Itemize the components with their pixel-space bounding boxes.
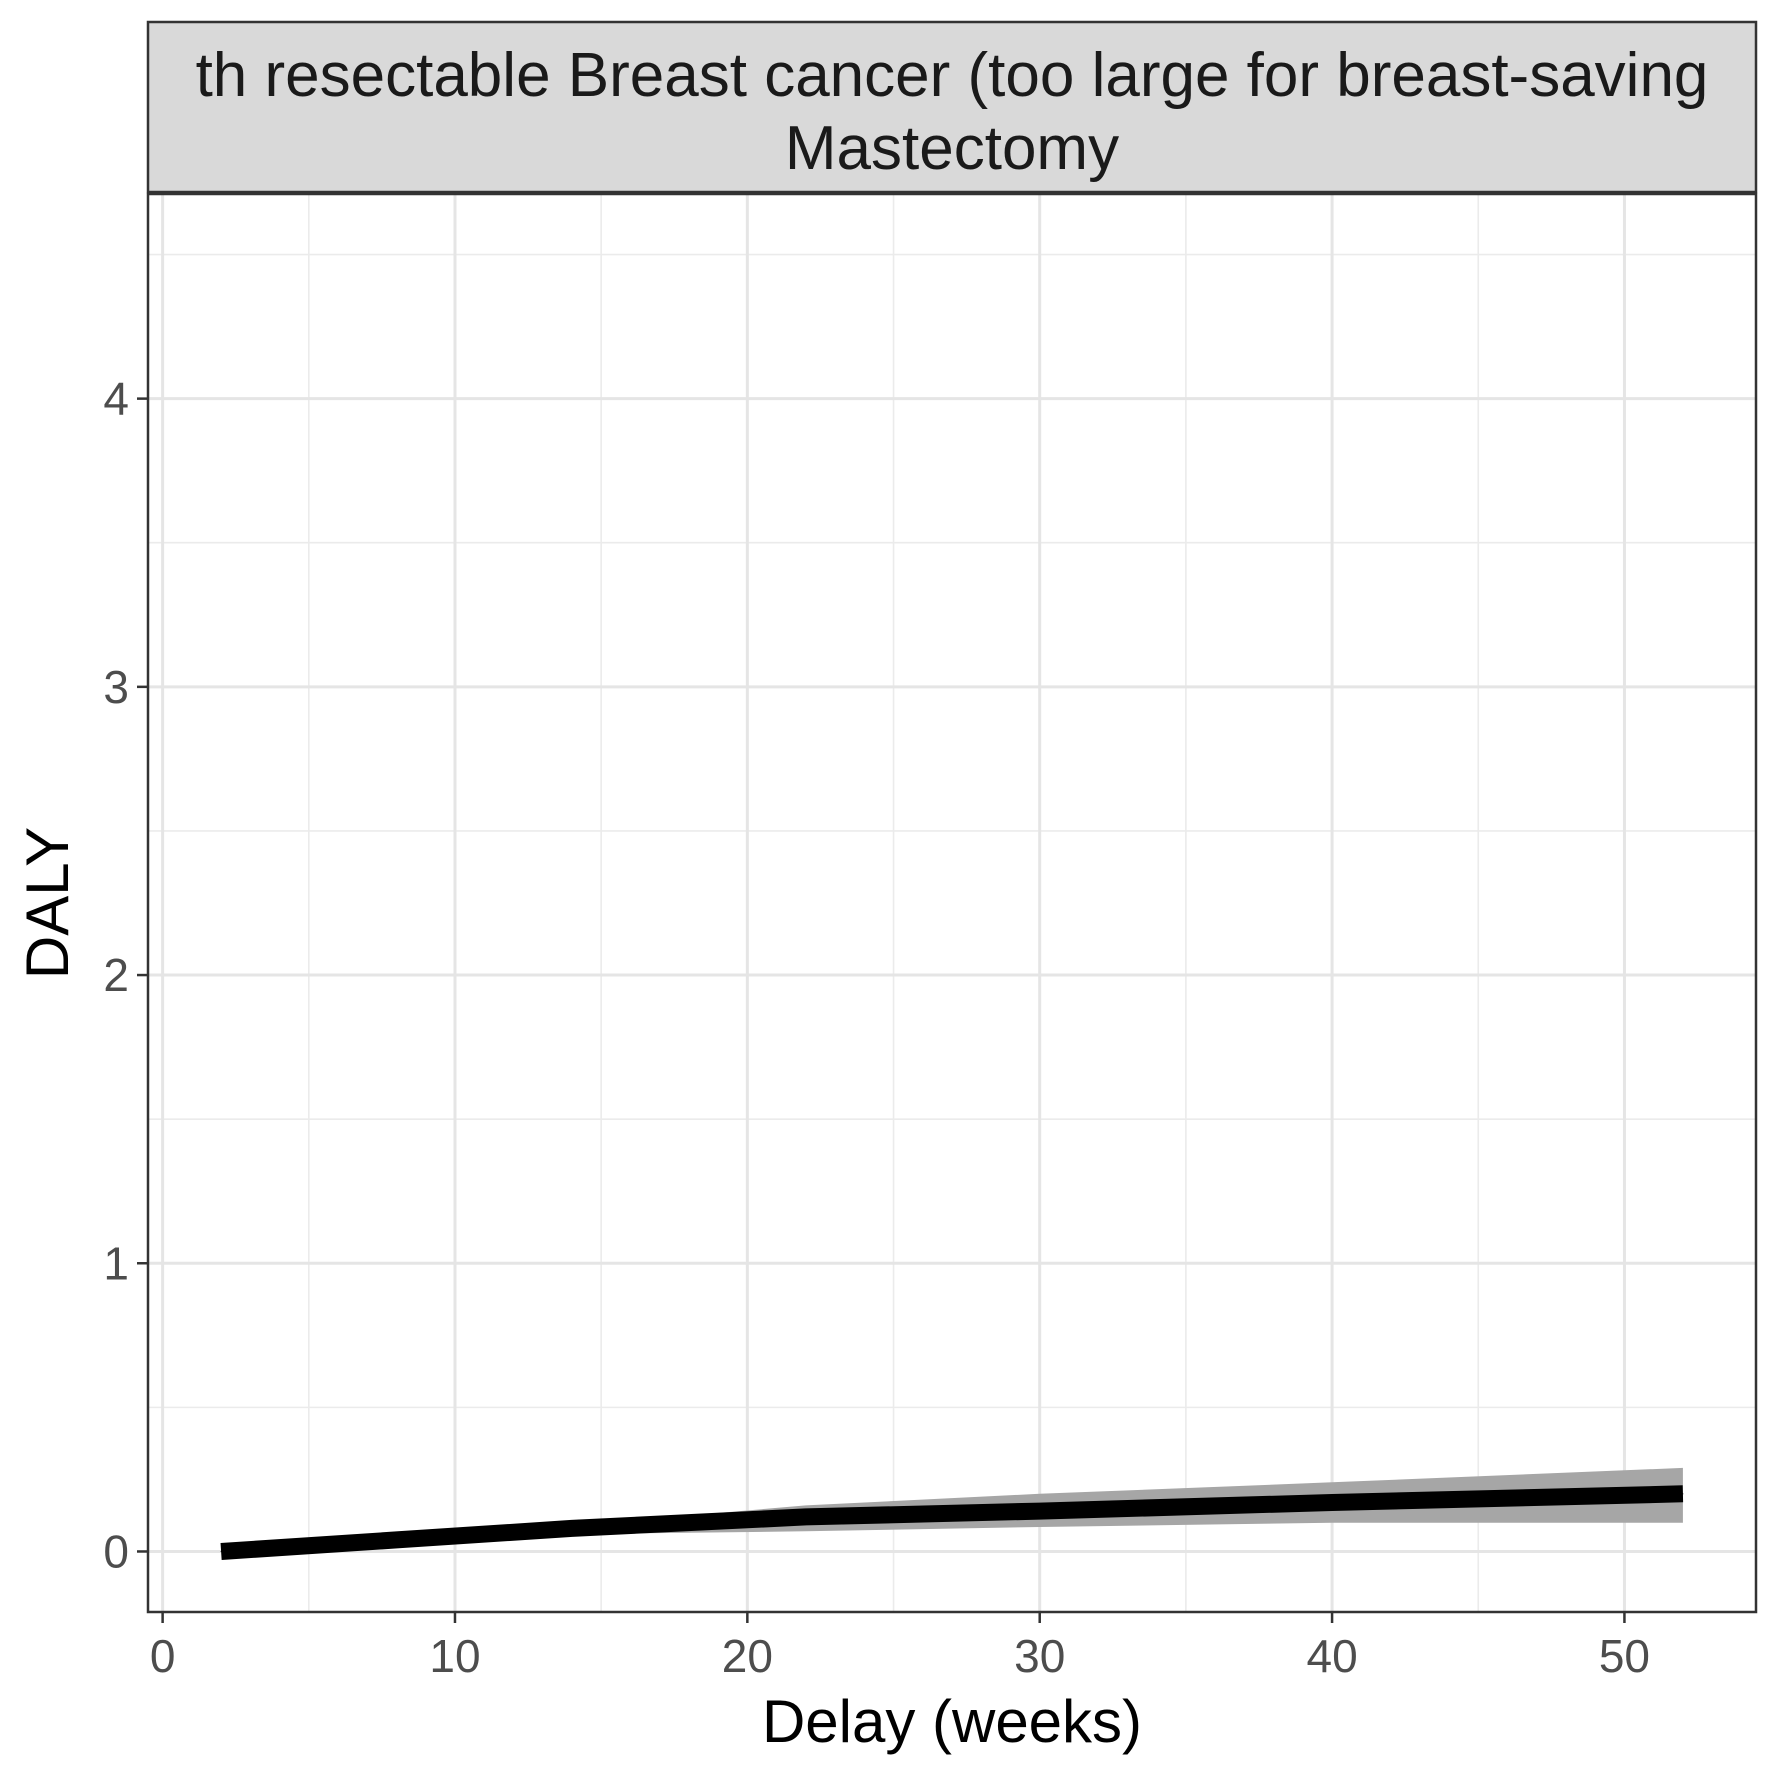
facet-strip: th resectable Breast cancer (too large f… [146, 20, 1758, 194]
x-axis: 0 10 20 30 40 50 [150, 1612, 1650, 1682]
y-tick-label: 4 [103, 373, 129, 425]
x-tick-label: 0 [150, 1630, 176, 1682]
plot-panel-border [146, 192, 1758, 1614]
y-tick-label: 2 [103, 949, 129, 1001]
series-layer [220, 1467, 1684, 1560]
grid-major [148, 194, 1756, 1612]
y-tick-label: 3 [103, 661, 129, 713]
y-axis: 0 1 2 3 4 [103, 373, 148, 1577]
x-tick-label: 50 [1599, 1630, 1650, 1682]
y-tick-label: 0 [103, 1525, 129, 1577]
data-point [1039, 1510, 1041, 1512]
y-axis-title: DALY [14, 827, 81, 979]
facet-title-line-1: th resectable Breast cancer (too large f… [196, 41, 1709, 110]
facet-title-line-2: Mastectomy [785, 114, 1119, 183]
data-point [571, 1527, 573, 1529]
data-point [805, 1516, 807, 1518]
facet-strip-background [146, 20, 1758, 194]
x-axis-title: Delay (weeks) [762, 1688, 1142, 1755]
data-point [220, 1550, 222, 1552]
data-point [1682, 1493, 1684, 1495]
x-tick-label: 40 [1306, 1630, 1357, 1682]
y-tick-label: 1 [103, 1237, 129, 1289]
x-tick-label: 10 [429, 1630, 480, 1682]
data-point [396, 1539, 398, 1541]
grid-minor [148, 194, 1756, 1612]
x-tick-label: 20 [722, 1630, 773, 1682]
x-tick-label: 30 [1014, 1630, 1065, 1682]
data-point [1331, 1501, 1333, 1503]
plot-panel-background [148, 194, 1756, 1612]
